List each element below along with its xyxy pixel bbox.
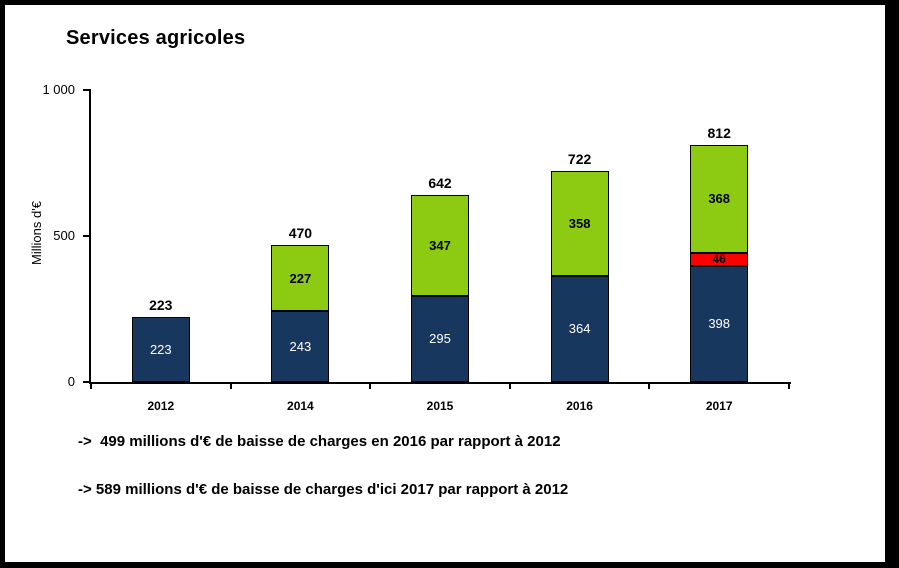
x-axis-tick	[90, 384, 92, 389]
bar-segment: 368	[690, 145, 749, 253]
y-axis-line	[89, 89, 91, 383]
bar-segment: 364	[550, 275, 609, 382]
bar-total-label: 722	[567, 151, 592, 168]
bar-segment: 227	[271, 244, 330, 312]
annotation-2017: -> 589 millions d'€ de baisse de charges…	[78, 481, 569, 498]
chart-title: Services agricoles	[66, 27, 246, 49]
y-axis-tick	[83, 89, 89, 92]
bar-total-label: 642	[428, 174, 452, 191]
bar-total-label: 812	[707, 125, 731, 142]
stacked-bar-chart: Millions d'€ 0 500 1 000 2012 223 223 2014 243 2…	[5, 5, 885, 562]
y-axis-tick-label: 0	[67, 374, 75, 389]
x-axis-label: 2012	[147, 399, 175, 413]
x-axis-label: 2015	[426, 399, 454, 413]
bar-segment: 46	[690, 252, 749, 266]
x-axis-line	[89, 382, 791, 384]
bar-segment: 223	[131, 316, 190, 382]
bar-total-label: 223	[149, 296, 173, 313]
x-axis-tick	[508, 384, 511, 389]
annotation-2016: -> 499 millions d'€ de baisse de charges…	[78, 433, 561, 450]
x-axis-label: 2016	[566, 399, 593, 413]
bar-total-label: 470	[288, 224, 313, 241]
bar-segment: 398	[690, 265, 749, 382]
y-axis-tick-label: 500	[53, 228, 75, 244]
bar-segment: 358	[550, 171, 609, 276]
y-axis-tick	[83, 235, 89, 238]
x-axis-label: 2017	[705, 399, 733, 413]
bar-segment: 347	[411, 194, 469, 296]
y-axis-tick	[83, 381, 89, 383]
x-axis-tick	[369, 384, 372, 389]
x-axis-tick	[229, 384, 232, 389]
bar-segment: 243	[271, 311, 330, 382]
x-axis-tick	[648, 384, 651, 389]
y-axis-tick-label: 1 000	[42, 82, 75, 98]
x-axis-tick	[788, 384, 790, 389]
x-axis-label: 2014	[287, 399, 314, 413]
bar-segment: 295	[411, 295, 469, 382]
